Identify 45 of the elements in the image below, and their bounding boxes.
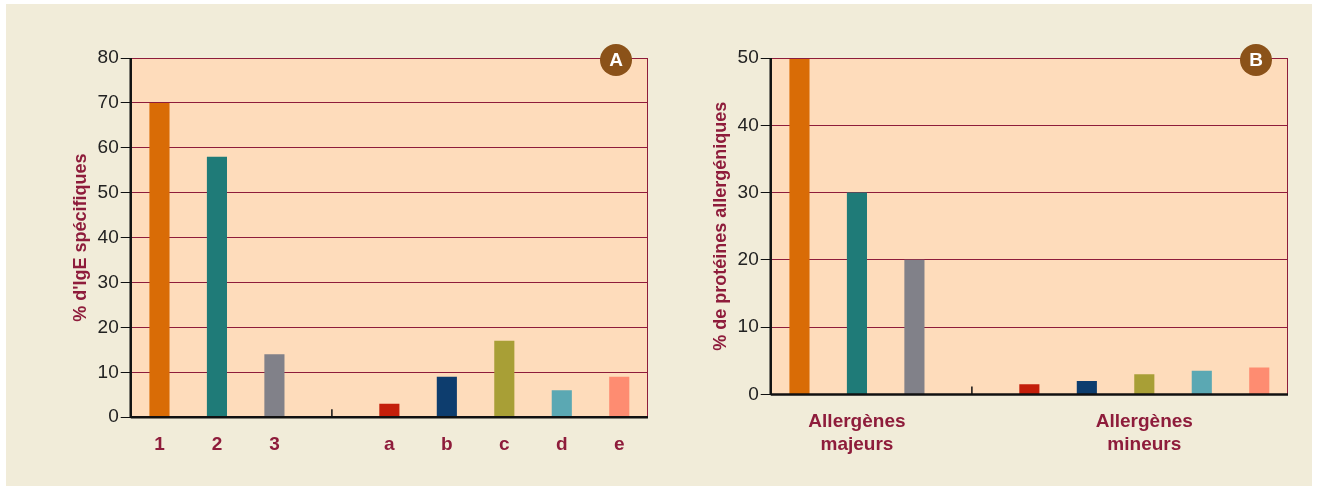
y-tick-label: 0 [108, 405, 119, 427]
x-tick-label: e [613, 432, 625, 454]
bar [264, 354, 285, 417]
x-tick-label: 3 [269, 432, 280, 454]
bar [904, 259, 925, 394]
bar [436, 376, 457, 417]
x-tick-label: Allergènes majeurs [808, 410, 906, 454]
y-axis-title: % d'IgE spécifiques [69, 153, 90, 322]
bar [379, 403, 400, 417]
x-tick-label: Allergènes mineurs [1095, 410, 1193, 454]
y-tick-label: 50 [97, 180, 119, 202]
bar [1249, 367, 1270, 394]
bar [551, 390, 572, 417]
y-tick-label: 80 [97, 46, 119, 68]
bar [149, 102, 170, 417]
x-tick-label: b [441, 432, 453, 454]
bar [1019, 384, 1040, 394]
y-tick-label: 30 [97, 270, 119, 292]
y-tick-label: 10 [97, 360, 119, 382]
y-tick-label: 20 [97, 315, 119, 337]
y-axis-title: % de protéines allergéniques [709, 101, 730, 351]
y-tick-label: 70 [97, 91, 119, 113]
x-tick-label: a [384, 432, 396, 454]
y-tick-label: 50 [737, 46, 759, 68]
bar [494, 340, 515, 417]
bar [846, 192, 867, 394]
bar [1076, 380, 1097, 394]
y-tick-label: 10 [737, 315, 759, 337]
y-tick-label: 0 [748, 382, 759, 404]
bar [609, 376, 630, 417]
annotation: A [609, 49, 624, 71]
x-tick-label: d [555, 432, 568, 454]
bar [206, 156, 227, 417]
bar [1191, 370, 1212, 394]
y-tick-label: 60 [97, 136, 119, 158]
bar [1134, 374, 1155, 394]
annotation: B [1249, 49, 1263, 71]
y-tick-label: 40 [737, 113, 759, 135]
x-tick-label: 2 [211, 432, 223, 454]
x-tick-label: 1 [154, 432, 166, 454]
y-tick-label: 20 [737, 248, 759, 270]
y-tick-label: 30 [737, 180, 759, 202]
y-tick-label: 40 [97, 225, 119, 247]
x-tick-label: c [499, 432, 511, 454]
bar [789, 58, 810, 394]
